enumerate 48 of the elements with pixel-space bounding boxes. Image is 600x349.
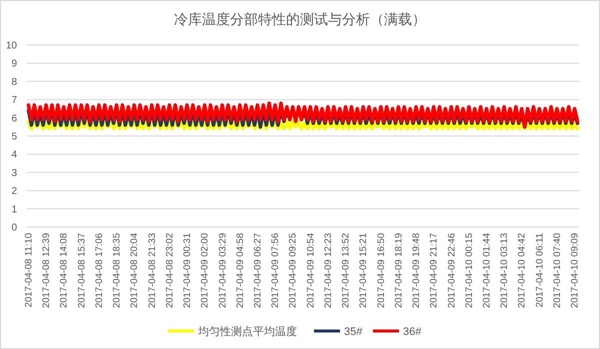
x-tick-label: 2017-04-08 14:08 (58, 233, 70, 308)
x-tick-label: 2017-04-09 09:25 (288, 233, 299, 308)
x-tick-label: 2017-04-09 13:52 (340, 233, 352, 308)
line-series (26, 101, 580, 129)
x-tick-label: 2017-04-08 17:06 (94, 233, 105, 308)
y-tick-label: 3 (11, 168, 18, 179)
x-tick-label: 2017-04-10 07:40 (552, 233, 563, 308)
x-tick-label: 2017-04-08 21:33 (146, 233, 158, 308)
y-tick-label: 2 (11, 186, 18, 198)
x-tick-label: 2017-04-10 03:13 (499, 233, 510, 308)
chart-title: 冷库温度分部特性的测试与分析（满载） (174, 11, 426, 27)
x-tick-label: 2017-04-09 04:58 (234, 233, 246, 308)
x-tick-label: 2017-04-08 18:35 (112, 233, 123, 308)
y-tick-label: 5 (11, 132, 18, 142)
x-tick-label: 2017-04-09 19:48 (411, 233, 422, 308)
x-tick-label: 2017-04-09 18:19 (393, 233, 404, 308)
x-tick-label: 2017-04-09 21:17 (428, 233, 440, 308)
x-tick-label: 2017-04-10 01:44 (482, 233, 493, 308)
y-tick-label: 1 (11, 204, 18, 216)
y-tick-label: 6 (11, 113, 18, 124)
x-tick-label: 2017-04-08 12:39 (41, 233, 52, 308)
legend-label: 均匀性测点平均温度 (197, 324, 297, 338)
x-tick-label: 2017-04-09 22:46 (446, 233, 458, 308)
x-tick-label: 2017-04-08 15:37 (76, 233, 88, 308)
x-tick-label: 2017-04-09 06:27 (252, 233, 264, 308)
y-tick-label: 10 (6, 40, 18, 52)
x-tick-label: 2017-04-09 03:29 (217, 233, 228, 308)
y-tick-label: 8 (11, 76, 18, 88)
x-tick-label: 2017-04-09 15:21 (358, 233, 370, 308)
x-tick-label: 2017-04-08 11:10 (23, 233, 34, 308)
x-tick-label: 2017-04-10 00:15 (464, 233, 475, 308)
x-tick-label: 2017-04-09 12:23 (322, 233, 334, 308)
x-tick-label: 2017-04-08 20:04 (129, 233, 140, 308)
x-tick-label: 2017-04-09 10:54 (305, 233, 316, 308)
y-tick-label: 4 (11, 150, 18, 161)
x-tick-label: 2017-04-10 06:11 (534, 233, 546, 308)
y-tick-label: 9 (11, 58, 18, 70)
legend-label: 35# (344, 326, 364, 338)
x-tick-label: 2017-04-09 07:56 (270, 233, 282, 308)
x-tick-label: 2017-04-09 16:50 (376, 233, 387, 308)
x-tick-label: 2017-04-09 02:00 (200, 233, 211, 308)
y-tick-label: 7 (11, 95, 18, 106)
x-tick-label: 2017-04-08 23:02 (164, 233, 176, 308)
x-tick-label: 2017-04-09 00:31 (182, 233, 194, 308)
legend-label: 36# (403, 326, 422, 338)
y-tick-label: 0 (11, 222, 18, 234)
x-tick-label: 2017-04-10 09:09 (570, 233, 581, 308)
x-tick-label: 2017-04-10 04:42 (516, 233, 528, 308)
